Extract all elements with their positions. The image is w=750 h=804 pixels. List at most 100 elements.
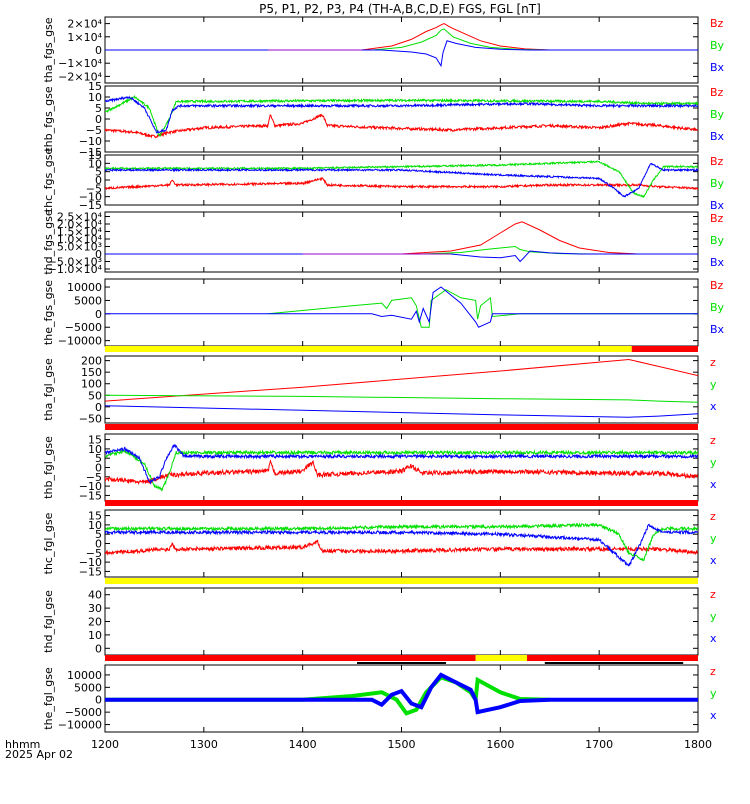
panel-frame — [104, 587, 699, 656]
y-tick-label: 15 — [88, 149, 102, 162]
y-tick-label: −15 — [79, 199, 102, 212]
series-line-Bz — [105, 23, 698, 51]
legend-entry: Bx — [710, 256, 725, 269]
status-bar — [105, 424, 698, 430]
time-unit-label: hhmm — [5, 738, 40, 751]
y-axis-label: tha_fgs_gse — [42, 17, 55, 82]
y-tick-label: 1×10⁴ — [67, 31, 102, 44]
quality-bar — [357, 662, 446, 664]
y-tick-label: 5 — [95, 102, 102, 115]
y-tick-label: −1.0×10⁴ — [48, 263, 103, 276]
series-line-x — [105, 443, 698, 485]
y-tick-label: 10 — [88, 443, 102, 456]
y-axis-label: thd_fgl_gse — [42, 590, 55, 653]
panel-frame — [104, 154, 699, 206]
legend-entry: y — [710, 532, 717, 545]
legend-entry: Bx — [710, 61, 725, 74]
y-tick-label: 0 — [95, 44, 102, 57]
y-tick-label: 5000 — [74, 294, 102, 307]
legend-entry: y — [710, 610, 717, 623]
y-tick-label: −5 — [86, 471, 102, 484]
status-bar — [105, 578, 698, 584]
y-tick-label: 2×10⁴ — [67, 18, 102, 31]
legend-entry: By — [710, 301, 725, 314]
y-tick-label: 15 — [88, 80, 102, 93]
panel-thd_fgs_gse: 2.5×10⁴2.0×10⁴1.5×10⁴1.0×10⁴5.0×10³0−5.0… — [42, 209, 725, 276]
series-line-Bx — [105, 250, 698, 263]
legend-entry: x — [710, 400, 717, 413]
legend-entry: Bz — [710, 86, 724, 99]
series-line-y — [105, 522, 698, 562]
x-tick-label: 1800 — [684, 738, 712, 751]
panel-frame — [104, 278, 699, 347]
y-tick-label: 200 — [81, 355, 102, 368]
y-axis-label: thb_fgl_gse — [42, 436, 55, 499]
y-tick-label: 2.0×10⁴ — [57, 218, 103, 231]
series-line-By — [105, 28, 698, 51]
y-tick-label: 10000 — [67, 281, 102, 294]
y-tick-label: 5 — [95, 528, 102, 541]
x-tick-label: 1500 — [388, 738, 416, 751]
panel-frame — [104, 211, 699, 273]
status-bar — [105, 500, 698, 506]
y-tick-label: −10000 — [58, 719, 102, 732]
series-line-Bz — [105, 221, 698, 255]
legend-entry: Bz — [710, 17, 724, 30]
plot-title: P5, P1, P2, P3, P4 (TH-A,B,C,D,E) FGS, F… — [259, 2, 541, 16]
y-tick-label: 2.5×10⁴ — [57, 211, 103, 224]
panel-frame — [104, 509, 699, 578]
series-line-y — [105, 675, 550, 716]
series-line-z — [105, 459, 698, 486]
y-tick-label: 1.0×10⁴ — [57, 233, 103, 246]
series-line-Bx — [105, 95, 698, 134]
panel-frame — [104, 85, 699, 153]
y-tick-label: 5.0×10³ — [57, 241, 102, 254]
y-tick-label: −5.0×10³ — [48, 256, 102, 269]
legend-entry: z — [710, 434, 716, 447]
legend-entry: Bx — [710, 199, 725, 212]
y-tick-label: −10000 — [58, 335, 102, 348]
legend-entry: x — [710, 709, 717, 722]
series-line-Bx — [105, 40, 698, 68]
y-tick-label: 0 — [95, 174, 102, 187]
series-line-By — [105, 94, 698, 137]
y-axis-label: thc_fgs_gse — [42, 148, 55, 213]
y-tick-label: 0 — [95, 462, 102, 475]
status-bar — [105, 655, 476, 661]
status-bar — [631, 346, 698, 352]
y-tick-label: 0 — [95, 401, 102, 414]
y-tick-label: 5 — [95, 166, 102, 179]
legend-entry: By — [710, 234, 725, 247]
legend-entry: z — [710, 356, 716, 369]
series-line-x — [105, 523, 698, 567]
series-line-z — [105, 358, 698, 402]
legend-entry: y — [710, 456, 717, 469]
legend-entry: y — [710, 378, 717, 391]
y-axis-label: thc_fgl_gse — [42, 512, 55, 574]
y-tick-label: −15 — [79, 146, 102, 159]
y-tick-label: 10 — [88, 157, 102, 170]
y-axis-label: thb_fgs_gse — [42, 86, 55, 152]
legend-entry: z — [710, 588, 716, 601]
y-axis-label: tha_fgl_gse — [42, 358, 55, 421]
legend-entry: Bx — [710, 130, 725, 143]
status-bar — [105, 346, 632, 352]
legend-entry: By — [710, 177, 725, 190]
y-tick-label: −15 — [79, 565, 102, 578]
y-tick-label: −10 — [79, 135, 102, 148]
y-tick-label: 1.5×10⁴ — [57, 226, 103, 239]
legend-entry: x — [710, 478, 717, 491]
y-tick-label: −5 — [86, 547, 102, 560]
y-tick-label: 15 — [88, 510, 102, 523]
y-tick-label: 0 — [95, 308, 102, 321]
y-axis-label: the_fgs_gse — [42, 280, 55, 345]
legend-entry: Bz — [710, 279, 724, 292]
series-line-z — [105, 539, 698, 556]
